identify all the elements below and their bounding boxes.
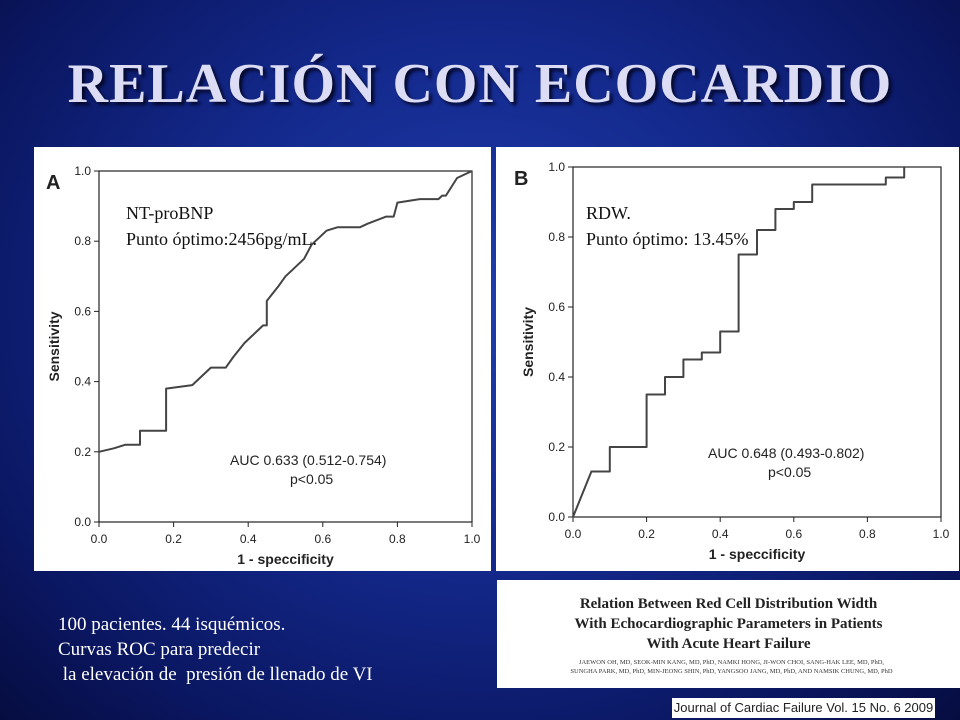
slide-title: RELACIÓN CON ECOCARDIO	[67, 53, 893, 115]
rdw-roc-curve	[572, 167, 906, 518]
notes-line-2: Curvas ROC para predecir	[58, 639, 261, 660]
ntprobnp-y-tick-label: 1.0	[74, 164, 91, 178]
ntprobnp-x-tick-label: 1.0	[464, 532, 481, 546]
rdw-y-tick-label: 1.0	[548, 160, 565, 174]
journal-citation: Journal of Cardiac Failure Vol. 15 No. 6…	[672, 698, 935, 718]
rdw-annotation-line: RDW.	[586, 203, 631, 223]
ntprobnp-y-tick-label: 0.2	[74, 445, 91, 459]
ntprobnp-stats-line: AUC 0.633 (0.512-0.754)	[230, 452, 386, 468]
ntprobnp-y-tick-label: 0.0	[74, 515, 91, 529]
ntprobnp-roc-curve	[98, 170, 473, 453]
rdw-stats-line: p<0.05	[768, 464, 811, 480]
rdw-plot-frame	[572, 166, 942, 518]
notes-line-3: la elevación de presión de llenado de VI	[58, 664, 373, 685]
paper-excerpt: Relation Between Red Cell Distribution W…	[497, 580, 960, 688]
paper-title-line-2: With Echocardiographic Parameters in Pat…	[574, 616, 883, 632]
rdw-stats-line: AUC 0.648 (0.493-0.802)	[708, 445, 864, 461]
ntprobnp-stats-line: p<0.05	[290, 471, 333, 487]
rdw-x-tick-label: 1.0	[933, 527, 950, 541]
rdw-x-tick-label: 0.6	[785, 527, 802, 541]
rdw-y-tick-label: 0.0	[548, 510, 565, 524]
ntprobnp-y-tick-label: 0.4	[74, 375, 91, 389]
ntprobnp-annotation-line: Punto óptimo:2456pg/mL.	[126, 229, 317, 249]
ntprobnp-plot-frame	[98, 170, 473, 523]
rdw-x-tick-label: 0.0	[565, 527, 582, 541]
paper-authors-line-1: JAEWON OH, MD, SEOK-MIN KANG, MD, PhD, N…	[578, 659, 885, 666]
rdw-y-tick-label: 0.4	[548, 370, 565, 384]
rdw-panel-label: B	[514, 168, 528, 190]
rdw-x-axis-label: 1 - speccificity	[709, 546, 806, 562]
rdw-x-tick-label: 0.2	[638, 527, 655, 541]
paper-authors: JAEWON OH, MD, SEOK-MIN KANG, MD, PhD, N…	[519, 658, 944, 676]
ntprobnp-x-tick-label: 0.0	[91, 532, 108, 546]
roc-chart-ntprobnp-svg: 0.0 0.2 0.4 0.6 0.8 1.0 0.0 0.2 0.4 0.6 0.8 1.0 1 - …	[46, 164, 481, 567]
roc-chart-rdw: 0.0 0.2 0.4 0.6 0.8 1.0 0.0 0.2 0.4 0.6 0.8 1.0 1 - …	[496, 147, 959, 571]
rdw-x-tick-label: 0.8	[859, 527, 876, 541]
paper-authors-line-2: SUNGHA PARK, MD, PhD, MIN-JEONG SHIN, Ph…	[570, 668, 893, 675]
notes-line-1: 100 pacientes. 44 isquémicos.	[58, 614, 286, 635]
ntprobnp-y-tick-label: 0.6	[74, 304, 91, 318]
ntprobnp-y-axis-label: Sensitivity	[46, 311, 62, 381]
ntprobnp-y-tick-label: 0.8	[74, 234, 91, 248]
ntprobnp-x-tick-label: 0.2	[165, 532, 182, 546]
ntprobnp-x-tick-label: 0.8	[389, 532, 406, 546]
ntprobnp-x-axis-label: 1 - speccificity	[237, 551, 334, 567]
paper-title-line-1: Relation Between Red Cell Distribution W…	[579, 596, 878, 612]
rdw-y-tick-label: 0.6	[548, 300, 565, 314]
rdw-y-tick-label: 0.2	[548, 440, 565, 454]
ntprobnp-panel-label: A	[46, 172, 60, 194]
roc-chart-rdw-svg: 0.0 0.2 0.4 0.6 0.8 1.0 0.0 0.2 0.4 0.6 0.8 1.0 1 - …	[514, 160, 950, 562]
paper-title-line-3: With Acute Heart Failure	[646, 636, 811, 652]
rdw-y-axis-label: Sensitivity	[520, 307, 536, 377]
rdw-y-tick-label: 0.8	[548, 230, 565, 244]
rdw-x-tick-label: 0.4	[712, 527, 729, 541]
roc-chart-ntprobnp: 0.0 0.2 0.4 0.6 0.8 1.0 0.0 0.2 0.4 0.6 0.8 1.0 1 - …	[34, 147, 491, 571]
rdw-annotation-line: Punto óptimo: 13.45%	[586, 229, 749, 249]
ntprobnp-x-tick-label: 0.6	[314, 532, 331, 546]
slide-notes: 100 pacientes. 44 isquémicos. Curvas ROC…	[58, 612, 478, 687]
paper-title: Relation Between Red Cell Distribution W…	[497, 594, 960, 654]
ntprobnp-x-tick-label: 0.4	[240, 532, 257, 546]
ntprobnp-annotation-line: NT-proBNP	[126, 203, 213, 223]
